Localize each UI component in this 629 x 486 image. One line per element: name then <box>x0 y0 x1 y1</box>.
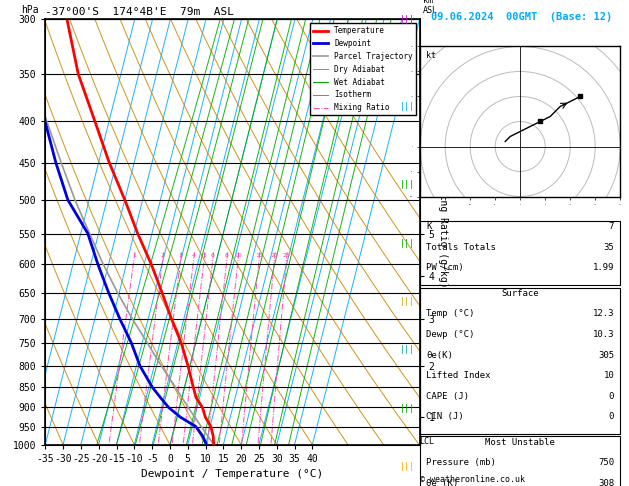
Text: CAPE (J): CAPE (J) <box>426 392 469 400</box>
Text: 750: 750 <box>598 458 614 467</box>
Text: PW (cm): PW (cm) <box>426 263 464 273</box>
Text: θe(K): θe(K) <box>426 350 453 360</box>
Text: |||: ||| <box>399 15 415 24</box>
Text: 305: 305 <box>598 350 614 360</box>
Text: K: K <box>426 223 431 231</box>
Text: -37°00'S  174°4B'E  79m  ASL: -37°00'S 174°4B'E 79m ASL <box>45 7 234 17</box>
Text: 0: 0 <box>609 412 614 421</box>
Text: Pressure (mb): Pressure (mb) <box>426 458 496 467</box>
Text: Lifted Index: Lifted Index <box>426 371 491 380</box>
Text: |||: ||| <box>399 346 415 354</box>
Y-axis label: Mixing Ratio (g/kg): Mixing Ratio (g/kg) <box>438 176 448 288</box>
Text: 1: 1 <box>132 253 136 259</box>
Text: 0: 0 <box>609 392 614 400</box>
Text: 3: 3 <box>179 253 182 259</box>
Text: |||: ||| <box>399 180 415 189</box>
Bar <box>420 436 620 486</box>
Text: 20: 20 <box>270 253 279 259</box>
X-axis label: Dewpoint / Temperature (°C): Dewpoint / Temperature (°C) <box>142 469 323 479</box>
Text: |||: ||| <box>399 462 415 471</box>
Text: 09.06.2024  00GMT  (Base: 12): 09.06.2024 00GMT (Base: 12) <box>431 12 612 22</box>
Text: 308: 308 <box>598 479 614 486</box>
Text: θe (K): θe (K) <box>426 479 459 486</box>
Text: Totals Totals: Totals Totals <box>426 243 496 252</box>
Text: 4: 4 <box>192 253 196 259</box>
Text: 5: 5 <box>203 253 206 259</box>
Text: LCL: LCL <box>420 436 435 446</box>
Text: 10: 10 <box>603 371 614 380</box>
Text: 10.3: 10.3 <box>593 330 614 339</box>
Text: Dewp (°C): Dewp (°C) <box>426 330 474 339</box>
Text: 10: 10 <box>235 253 242 259</box>
Text: © weatheronline.co.uk: © weatheronline.co.uk <box>420 474 525 484</box>
Text: 6: 6 <box>211 253 215 259</box>
Text: CIN (J): CIN (J) <box>426 412 464 421</box>
Text: 25: 25 <box>283 253 291 259</box>
Text: Surface: Surface <box>501 289 539 298</box>
Text: Temp (°C): Temp (°C) <box>426 310 474 318</box>
Text: 15: 15 <box>255 253 263 259</box>
Text: 35: 35 <box>603 243 614 252</box>
Bar <box>420 288 620 434</box>
Text: 12.3: 12.3 <box>593 310 614 318</box>
Text: |||: ||| <box>399 239 415 247</box>
Legend: Temperature, Dewpoint, Parcel Trajectory, Dry Adiabat, Wet Adiabat, Isotherm, Mi: Temperature, Dewpoint, Parcel Trajectory… <box>309 23 416 115</box>
Text: 1.99: 1.99 <box>593 263 614 273</box>
Text: 7: 7 <box>609 223 614 231</box>
Bar <box>420 221 620 285</box>
Text: 8: 8 <box>225 253 229 259</box>
Text: |||: ||| <box>399 103 415 111</box>
Text: 2: 2 <box>161 253 165 259</box>
Text: km
ASL: km ASL <box>423 0 438 15</box>
Text: |||: ||| <box>399 297 415 306</box>
Text: kt: kt <box>426 51 436 60</box>
Text: |||: ||| <box>399 404 415 413</box>
Text: hPa: hPa <box>21 5 38 15</box>
Text: Most Unstable: Most Unstable <box>485 437 555 447</box>
